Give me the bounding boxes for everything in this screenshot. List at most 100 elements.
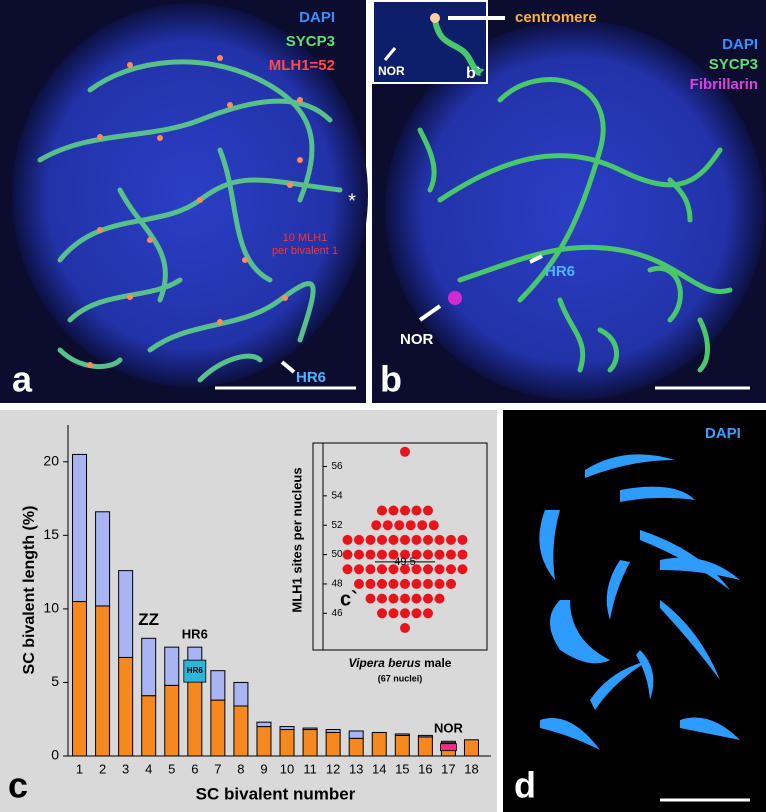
dot bbox=[423, 593, 433, 604]
bar-segment bbox=[118, 570, 134, 658]
marked-box bbox=[440, 743, 457, 752]
dot bbox=[446, 534, 456, 545]
x-tick-label: 12 bbox=[326, 761, 340, 776]
x-tick-label: 5 bbox=[168, 761, 175, 776]
label: per bivalent 1 bbox=[272, 245, 338, 257]
dot bbox=[400, 578, 410, 589]
x-tick-label: 3 bbox=[122, 761, 129, 776]
bar-segment bbox=[141, 695, 157, 757]
dot bbox=[400, 622, 410, 633]
y-tick-label: 0 bbox=[51, 747, 59, 763]
dot bbox=[411, 505, 422, 516]
dot bbox=[434, 593, 445, 604]
dot bbox=[434, 564, 445, 575]
x-tick-label: 10 bbox=[280, 761, 294, 776]
x-tick-label: 8 bbox=[237, 761, 244, 776]
caption-species: Vipera berus bbox=[349, 656, 422, 670]
caption-sex: male bbox=[424, 656, 452, 670]
bar-segment bbox=[440, 740, 456, 744]
y-tick-label: 5 bbox=[51, 673, 59, 689]
dot bbox=[411, 549, 422, 560]
bar-segment bbox=[394, 733, 410, 736]
chromosomes bbox=[539, 454, 740, 750]
x-tick-label: 7 bbox=[214, 761, 221, 776]
bar-segment bbox=[95, 605, 111, 757]
x-axis-label: SC bivalent number bbox=[196, 784, 356, 803]
bar-segment bbox=[371, 731, 387, 757]
label: HR6 bbox=[545, 263, 575, 280]
nor-signal bbox=[448, 291, 462, 305]
label: SYCP3 bbox=[709, 56, 758, 73]
y-tick-label: 52 bbox=[331, 520, 343, 531]
x-tick-label: 11 bbox=[303, 761, 317, 776]
dot bbox=[388, 549, 399, 560]
dot bbox=[400, 593, 410, 604]
x-tick-label: 6 bbox=[191, 761, 198, 776]
inset-label: c` bbox=[340, 588, 358, 610]
dot bbox=[411, 578, 422, 589]
dot bbox=[365, 549, 376, 560]
dot bbox=[388, 534, 399, 545]
dot bbox=[394, 520, 405, 531]
label: DAPI bbox=[705, 425, 741, 442]
dot bbox=[365, 593, 376, 604]
dot bbox=[405, 520, 416, 531]
bar-segment bbox=[279, 729, 295, 757]
inset bbox=[372, 0, 488, 84]
dot bbox=[365, 578, 376, 589]
x-tick-label: 4 bbox=[145, 761, 152, 776]
x-tick-label: 18 bbox=[464, 761, 478, 776]
bar-segment bbox=[325, 729, 341, 733]
bar-segment bbox=[348, 730, 364, 739]
dot bbox=[457, 564, 468, 575]
dot bbox=[388, 608, 399, 619]
panel-b: centromere NOR b` DAPI SYCP3 Fibrillarin… bbox=[372, 0, 766, 403]
dot bbox=[365, 534, 376, 545]
dot bbox=[400, 564, 410, 575]
dot bbox=[457, 534, 468, 545]
annotation: HR6 bbox=[182, 627, 208, 642]
bar-segment bbox=[210, 699, 226, 757]
label: NOR bbox=[400, 331, 434, 348]
dot bbox=[371, 520, 382, 531]
bar-segment bbox=[210, 670, 226, 701]
arrow bbox=[418, 304, 442, 322]
panel-letter: d bbox=[514, 765, 536, 806]
x-tick-label: 16 bbox=[418, 761, 432, 776]
chromosomes bbox=[37, 59, 343, 383]
bar-segment bbox=[394, 734, 410, 757]
x-tick-label: 15 bbox=[395, 761, 409, 776]
panel-letter: c bbox=[8, 765, 28, 806]
dot bbox=[354, 549, 364, 560]
x-tick-label: 9 bbox=[260, 761, 267, 776]
y-tick-label: 15 bbox=[43, 526, 59, 542]
dot bbox=[434, 534, 445, 545]
marked-label: HR6 bbox=[187, 666, 204, 675]
dot bbox=[446, 549, 456, 560]
chromosome bbox=[432, 19, 485, 76]
y-tick-label: 46 bbox=[331, 608, 343, 619]
dot bbox=[446, 578, 456, 589]
dot bbox=[377, 608, 387, 619]
label: 10 MLH1 bbox=[283, 232, 328, 244]
bar-segment bbox=[118, 656, 134, 757]
dot bbox=[411, 534, 422, 545]
label: HR6 bbox=[296, 369, 326, 386]
dot bbox=[377, 505, 387, 516]
dot bbox=[423, 564, 433, 575]
label: NOR bbox=[378, 64, 405, 78]
caption-note: (67 nuclei) bbox=[378, 673, 423, 683]
y-tick-label: 20 bbox=[43, 452, 59, 468]
panel-letter: a bbox=[12, 359, 33, 400]
dot bbox=[377, 593, 387, 604]
dot bbox=[342, 549, 353, 560]
dot bbox=[354, 578, 364, 589]
y-tick-label: 54 bbox=[331, 490, 343, 501]
bar-segment bbox=[463, 739, 479, 757]
dot bbox=[434, 549, 445, 560]
dot bbox=[434, 578, 445, 589]
label: DAPI bbox=[299, 9, 335, 26]
bar-segment bbox=[72, 601, 88, 757]
